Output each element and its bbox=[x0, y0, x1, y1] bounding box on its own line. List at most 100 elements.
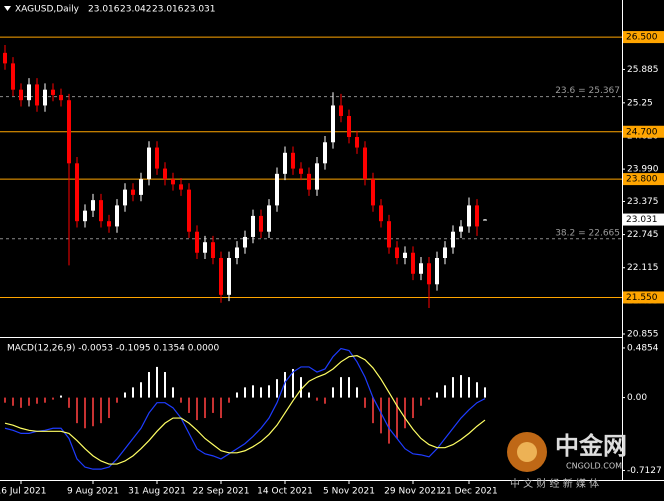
y-tick-label: 25.885 bbox=[627, 65, 659, 75]
level-label: 23.800 bbox=[626, 175, 658, 185]
level-box bbox=[623, 125, 664, 138]
candle-body bbox=[187, 189, 191, 232]
y-tick-label: 20.855 bbox=[627, 330, 659, 340]
candle-body bbox=[283, 152, 287, 174]
x-tick-label: 21 Dec 2021 bbox=[440, 487, 498, 497]
candle-body bbox=[443, 247, 447, 258]
candle-body bbox=[19, 89, 23, 101]
y-tick-label: -0.7127 bbox=[627, 466, 662, 476]
candle-body bbox=[387, 221, 391, 248]
candle-body bbox=[331, 105, 335, 143]
level-box bbox=[623, 173, 664, 186]
candle-body bbox=[83, 210, 87, 222]
last-price-box bbox=[623, 213, 664, 226]
candle-body bbox=[267, 205, 271, 232]
x-tick-label: 29 Nov 2021 bbox=[384, 487, 442, 497]
y-tick-label: 0.4854 bbox=[627, 343, 659, 353]
candle-body bbox=[315, 163, 319, 190]
macd-title: MACD(12,26,9) -0.0053 -0.1095 0.1354 0.0… bbox=[7, 344, 220, 354]
candle-body bbox=[243, 236, 247, 248]
candle-body bbox=[131, 189, 135, 195]
symbol-label: XAGUSD,Daily bbox=[15, 5, 80, 15]
y-tick-label: 25.25 bbox=[627, 98, 653, 108]
candle-body bbox=[235, 247, 239, 258]
level-label: 24.700 bbox=[626, 127, 658, 137]
candle-body bbox=[67, 100, 71, 164]
ohlc-close: 23.031 bbox=[184, 5, 216, 15]
last-price-label: 23.031 bbox=[626, 215, 658, 225]
x-tick-label: 16 Jul 2021 bbox=[0, 487, 46, 497]
x-tick-label: 14 Oct 2021 bbox=[257, 487, 313, 497]
ohlc-high: 23.042 bbox=[120, 5, 152, 15]
candle-body bbox=[155, 147, 159, 169]
candle-body bbox=[451, 231, 455, 248]
ohlc-low: 23.016 bbox=[152, 5, 184, 15]
candle-body bbox=[483, 219, 487, 221]
candle-body bbox=[35, 84, 39, 106]
watermark: 中金网 CNGOLD.COM 中 文 财 经 新 媒 体 bbox=[507, 432, 627, 490]
candle-body bbox=[403, 252, 407, 258]
candle-body bbox=[475, 205, 479, 227]
candle-body bbox=[323, 142, 327, 164]
candle-body bbox=[179, 184, 183, 190]
symbol-menu-icon[interactable] bbox=[4, 6, 11, 11]
candle-body bbox=[339, 105, 343, 116]
candle-body bbox=[419, 263, 423, 274]
watermark-brand: 中金网 bbox=[555, 432, 627, 460]
candle-body bbox=[219, 257, 223, 295]
watermark-logo-inner bbox=[517, 442, 537, 462]
watermark-slogan: 中 文 财 经 新 媒 体 bbox=[510, 477, 599, 490]
candle-body bbox=[27, 84, 31, 101]
fib-level-label: 23.6 = 25.367 bbox=[555, 86, 620, 96]
y-tick-label: 23.375 bbox=[627, 197, 659, 207]
candle-body bbox=[275, 173, 279, 206]
x-tick-label: 22 Sep 2021 bbox=[192, 487, 249, 497]
candle-body bbox=[59, 94, 63, 101]
macd-line bbox=[4, 347, 486, 470]
candle-body bbox=[291, 152, 295, 169]
candle-body bbox=[99, 200, 103, 222]
x-tick-label: 9 Aug 2021 bbox=[67, 487, 119, 497]
candle-body bbox=[379, 205, 383, 222]
watermark-site: CNGOLD.COM bbox=[566, 462, 622, 471]
candle-body bbox=[227, 257, 231, 295]
candle-body bbox=[211, 242, 215, 258]
candle-body bbox=[43, 89, 47, 106]
candle-body bbox=[123, 189, 127, 206]
candle-body bbox=[435, 257, 439, 285]
candle-body bbox=[395, 247, 399, 258]
y-tick-label: 22.745 bbox=[627, 230, 659, 240]
candle-body bbox=[91, 200, 95, 211]
candle-body bbox=[115, 205, 119, 227]
fib-level-label: 38.2 = 22.665 bbox=[555, 228, 620, 238]
candle-body bbox=[171, 179, 175, 185]
candle-body bbox=[195, 231, 199, 253]
candle-body bbox=[203, 242, 207, 253]
x-tick-label: 5 Nov 2021 bbox=[323, 487, 375, 497]
candle-body bbox=[363, 147, 367, 180]
candle-body bbox=[459, 226, 463, 232]
candle-body bbox=[163, 168, 167, 180]
signal-line bbox=[4, 355, 486, 465]
candle-body bbox=[307, 173, 311, 190]
y-tick-label: 22.115 bbox=[627, 263, 659, 273]
level-box bbox=[623, 31, 664, 44]
candle-body bbox=[251, 215, 255, 237]
level-label: 21.550 bbox=[626, 293, 658, 303]
candle-body bbox=[347, 115, 351, 138]
y-tick-label: 23.990 bbox=[627, 165, 659, 175]
level-label: 26.500 bbox=[626, 33, 658, 43]
candle-body bbox=[467, 205, 471, 227]
candle-body bbox=[51, 89, 55, 95]
ohlc-open: 23.016 bbox=[88, 5, 120, 15]
candle-body bbox=[107, 221, 111, 227]
x-tick-label: 31 Aug 2021 bbox=[128, 487, 186, 497]
candle-body bbox=[11, 63, 15, 90]
level-box bbox=[623, 291, 664, 304]
candle-body bbox=[411, 252, 415, 274]
y-tick-label: 0.00 bbox=[627, 393, 647, 403]
candle-body bbox=[299, 168, 303, 174]
candle-body bbox=[355, 137, 359, 148]
